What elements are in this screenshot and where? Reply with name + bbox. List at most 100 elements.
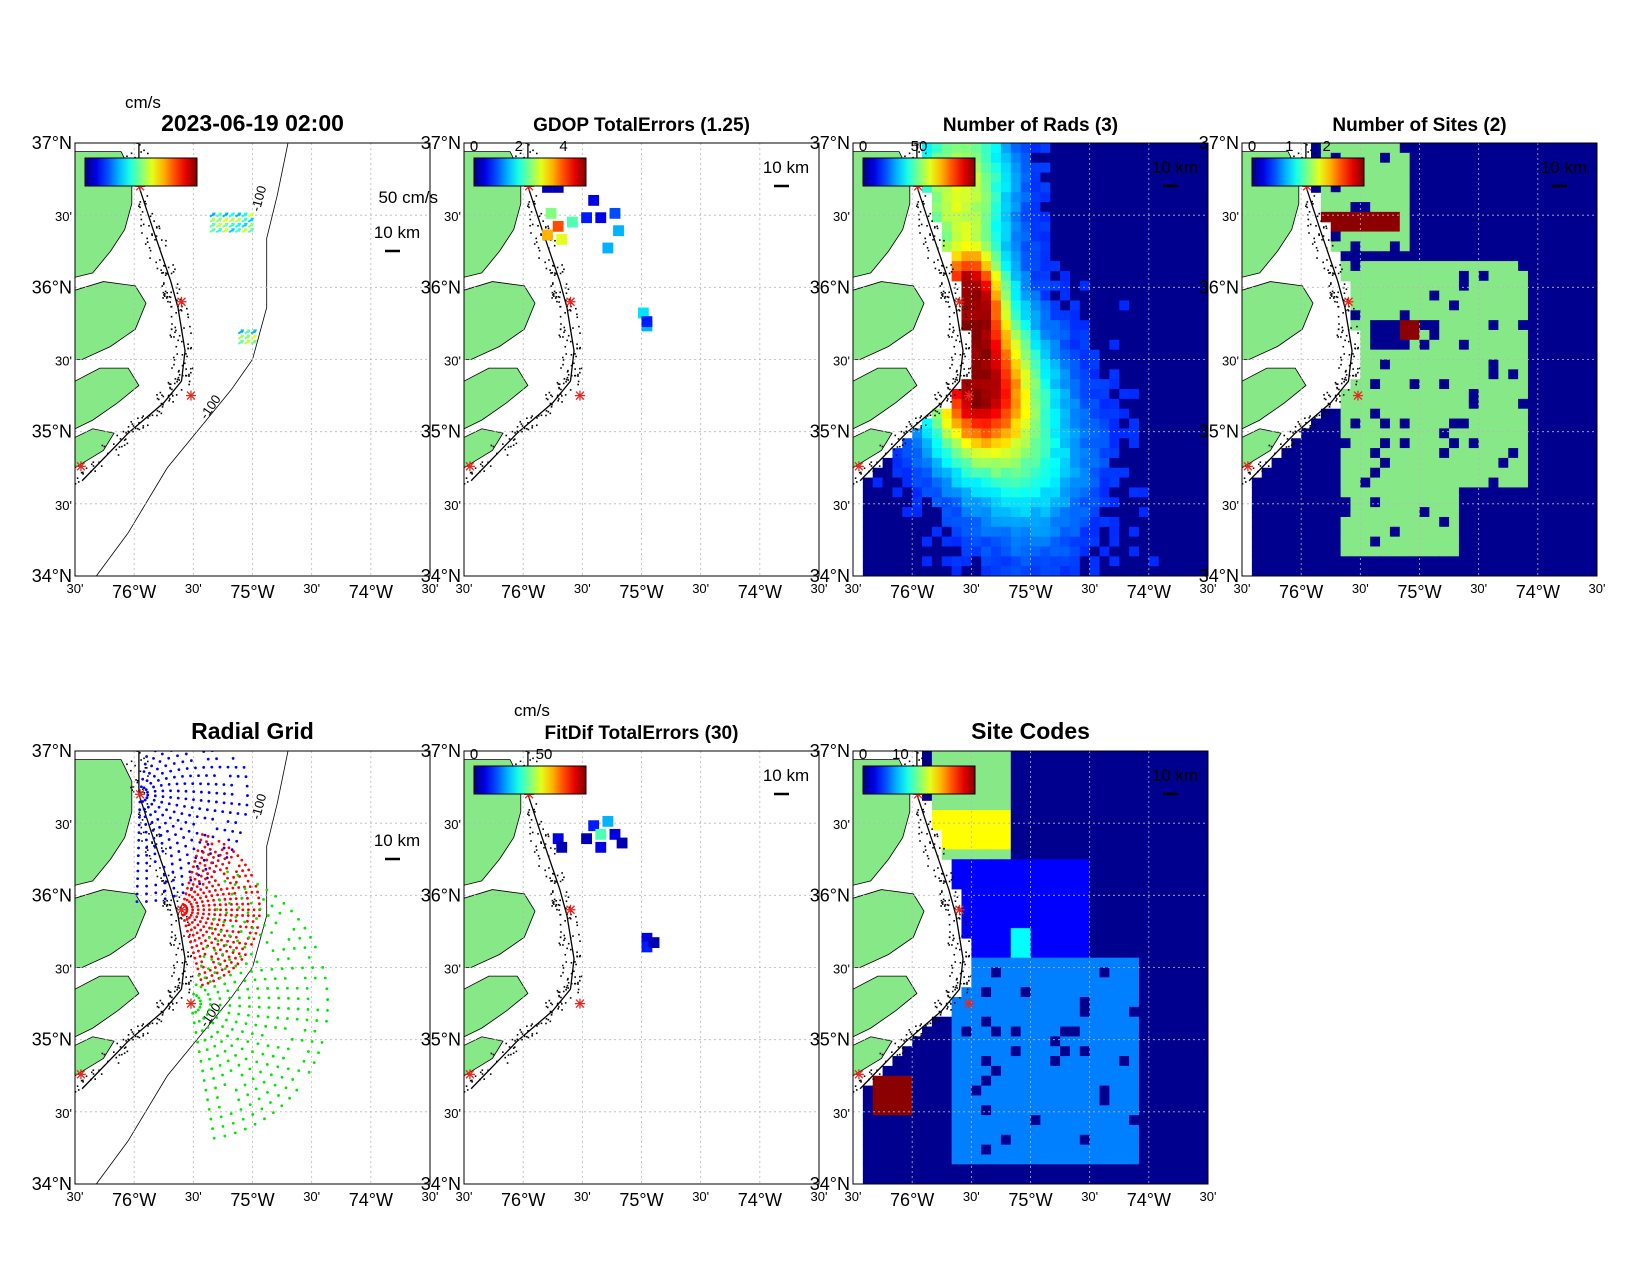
coast-dot <box>168 383 171 385</box>
radial-point-south <box>239 955 242 958</box>
radial-point-north <box>226 765 230 769</box>
grid-cell <box>971 379 982 390</box>
grid-cell <box>1000 398 1012 410</box>
coast-dot <box>1252 467 1255 470</box>
grid-cell <box>981 369 992 380</box>
grid-cell <box>1089 408 1101 420</box>
lat-tick-label: 30' <box>1222 354 1239 369</box>
grid-cell <box>1301 536 1312 548</box>
grid-cell <box>1148 192 1160 203</box>
coast-dot <box>558 383 561 386</box>
grid-cell <box>1198 231 1208 243</box>
grid-cell <box>1168 497 1180 508</box>
grid-cell <box>1000 507 1012 518</box>
grid-cell <box>1010 467 1022 479</box>
grid-cell <box>1178 546 1189 557</box>
coast-dot <box>961 327 963 329</box>
coast-dot <box>510 445 512 448</box>
coast-dot <box>1334 300 1336 303</box>
coast-dot <box>1312 203 1314 205</box>
radial-point-south <box>236 1037 239 1041</box>
current-vector-head <box>218 228 223 233</box>
grid-cell <box>1311 428 1322 439</box>
coast-dot <box>934 397 937 400</box>
grid-cell <box>1089 546 1101 557</box>
grid-cell <box>1069 261 1081 272</box>
error-cell <box>542 229 553 241</box>
radial-point-south <box>282 901 286 905</box>
grid-cell <box>1557 477 1569 489</box>
radial-point-mid <box>183 919 186 922</box>
grid-cell <box>951 516 963 528</box>
grid-cell <box>1291 516 1302 528</box>
lat-tick-label: 34°N <box>32 1174 72 1194</box>
grid-cell <box>1498 221 1509 233</box>
grid-cell <box>1079 231 1091 243</box>
current-vector-head <box>218 212 223 217</box>
radial-point-mid <box>190 911 194 915</box>
grid-cell <box>1409 162 1421 174</box>
grid-cell <box>1488 172 1499 183</box>
grid-cell <box>1409 536 1421 548</box>
radial-point-north <box>192 798 195 802</box>
grid-cell <box>1567 359 1578 370</box>
grid-cell <box>1449 172 1460 183</box>
radial-point-north <box>195 831 199 835</box>
grid-cell <box>1399 369 1411 380</box>
grid-cell <box>1547 192 1559 203</box>
grid-cell <box>1340 418 1352 429</box>
grid-cell <box>1089 349 1101 361</box>
grid-cell <box>1340 398 1352 410</box>
coast-dot <box>123 439 126 441</box>
grid-cell <box>1089 280 1101 292</box>
grid-cell <box>1320 457 1332 469</box>
radial-point-mid <box>217 933 220 937</box>
grid-cell <box>1138 241 1150 252</box>
grid-cell <box>1050 507 1061 518</box>
grid-cell <box>1030 556 1041 567</box>
grid-cell <box>1399 329 1411 341</box>
current-vector-head <box>237 217 242 222</box>
radial-point-south <box>239 930 243 933</box>
grid-cell <box>1198 152 1208 164</box>
grid-cell <box>1079 546 1091 557</box>
grid-cell <box>1340 448 1352 459</box>
coast-dot <box>527 203 530 206</box>
radial-point-south <box>243 979 247 983</box>
grid-cell <box>1129 280 1140 292</box>
coast-dot <box>464 482 466 485</box>
grid-cell <box>1449 310 1460 321</box>
grid-cell <box>1271 487 1283 498</box>
grid-cell <box>1198 182 1208 193</box>
grid-cell <box>1527 438 1539 449</box>
current-vector-head <box>211 228 216 233</box>
coast-dot <box>1332 297 1335 299</box>
lon-tick-label: 76°W <box>501 582 545 602</box>
land-2 <box>464 367 529 430</box>
grid-cell <box>1389 428 1401 439</box>
grid-cell <box>1099 202 1110 213</box>
coast-dot <box>142 1034 145 1037</box>
grid-cell <box>951 526 963 538</box>
grid-cell <box>912 497 923 508</box>
grid-cell <box>1567 536 1578 548</box>
grid-cell <box>1370 507 1381 518</box>
grid-cell <box>1567 261 1578 272</box>
coast-dot <box>1297 421 1300 423</box>
lat-tick-label: 36°N <box>32 277 72 297</box>
coast-dot <box>163 903 166 905</box>
grid-cell <box>1109 143 1120 154</box>
grid-cell <box>981 280 992 292</box>
radial-point-south <box>290 966 294 970</box>
grid-cell <box>1370 379 1381 390</box>
radial-point-mid <box>186 929 189 933</box>
grid-cell <box>1291 507 1302 518</box>
coast-dot <box>1304 427 1306 430</box>
coast-dot <box>551 283 554 286</box>
coast-dot <box>578 347 581 350</box>
grid-cell <box>1508 428 1519 439</box>
coast-dot <box>1331 244 1334 247</box>
grid-cell <box>1478 192 1490 203</box>
grid-cell <box>1050 497 1061 508</box>
grid-cell <box>1429 339 1440 351</box>
